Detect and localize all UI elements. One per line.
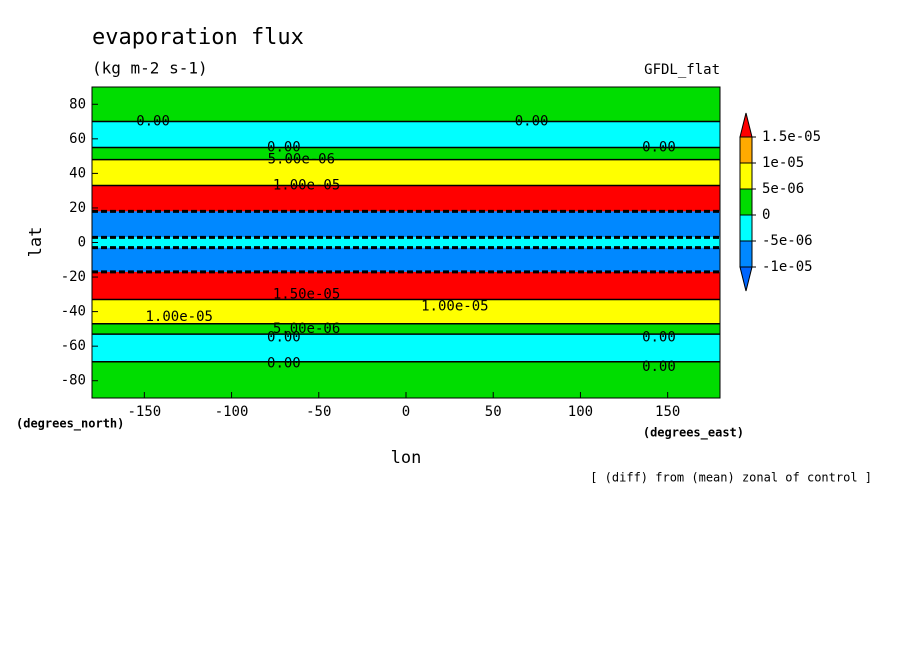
footnote: [ (diff) from (mean) zonal of control ] [590, 471, 872, 485]
colorbar-arrow [739, 112, 753, 138]
contour-band [92, 247, 720, 272]
colorbar-tick-label: 1e-05 [762, 155, 804, 171]
y-tick-label: -80 [61, 373, 86, 389]
contour-label: 0.00 [515, 114, 549, 130]
contour-label: 1.50e-05 [273, 286, 340, 302]
x-tick-label: 100 [568, 404, 593, 420]
x-tick-label: -100 [215, 404, 249, 420]
contour-band [92, 147, 720, 160]
contour-band [92, 334, 720, 362]
contour-band [92, 159, 720, 186]
chart-subtitle: (kg m-2 s-1) [92, 59, 208, 78]
contour-label: 1.00e-05 [273, 177, 340, 193]
contour-label: 0.00 [642, 330, 676, 346]
contour-label: 0.00 [267, 139, 301, 155]
contour-label: 1.00e-05 [146, 309, 213, 325]
y-tick-label: 60 [69, 131, 86, 147]
contour-label: 0.00 [267, 330, 301, 346]
x-tick-label: 50 [485, 404, 502, 420]
y-tick-label: 80 [69, 96, 86, 112]
contour-band [92, 211, 720, 238]
contour-band [92, 237, 720, 248]
y-tick-label: 0 [78, 235, 86, 251]
contour-band [92, 299, 720, 324]
colorbar-tick-label: 0 [762, 207, 770, 223]
x-tick-label: -150 [127, 404, 161, 420]
chart-title: evaporation flux [92, 25, 304, 50]
colorbar-arrow [739, 266, 753, 292]
y-axis-label: lat [26, 227, 46, 258]
y-tick-label: -60 [61, 338, 86, 354]
colorbar-tick-label: -5e-06 [762, 233, 813, 249]
x-tick-label: -50 [306, 404, 331, 420]
contour-label: 5.00e-06 [268, 152, 335, 168]
contour-label: 0.00 [642, 359, 676, 375]
y-units: (degrees_north) [16, 417, 124, 432]
colorbar-box [739, 214, 753, 242]
colorbar-tick-label: -1e-05 [762, 259, 813, 275]
contour-band [92, 185, 720, 212]
contour-label: 0.00 [642, 139, 676, 155]
colorbar-box [739, 162, 753, 190]
y-tick-label: 40 [69, 165, 86, 181]
colorbar-box [739, 136, 753, 164]
colorbar-tick-label: 5e-06 [762, 181, 804, 197]
colorbar-box [739, 240, 753, 268]
x-units: (degrees_east) [643, 426, 744, 441]
model-label: GFDL_flat [644, 62, 720, 78]
y-tick-label: -20 [61, 269, 86, 285]
contour-label: 5.00e-06 [273, 321, 340, 337]
colorbar-box [739, 188, 753, 216]
contour-label: 0.00 [267, 355, 301, 371]
colorbar-tick-label: 1.5e-05 [762, 129, 821, 145]
contour-band [92, 121, 720, 148]
contour-band [92, 361, 720, 398]
x-tick-label: 150 [655, 404, 680, 420]
x-tick-label: 0 [402, 404, 410, 420]
contour-label: 0.00 [136, 114, 170, 130]
contour-label: 1.00e-05 [421, 298, 488, 314]
x-axis-label: lon [391, 448, 422, 468]
contour-band [92, 87, 720, 122]
y-tick-label: 20 [69, 200, 86, 216]
contour-band [92, 323, 720, 335]
y-tick-label: -40 [61, 304, 86, 320]
contour-band [92, 271, 720, 300]
